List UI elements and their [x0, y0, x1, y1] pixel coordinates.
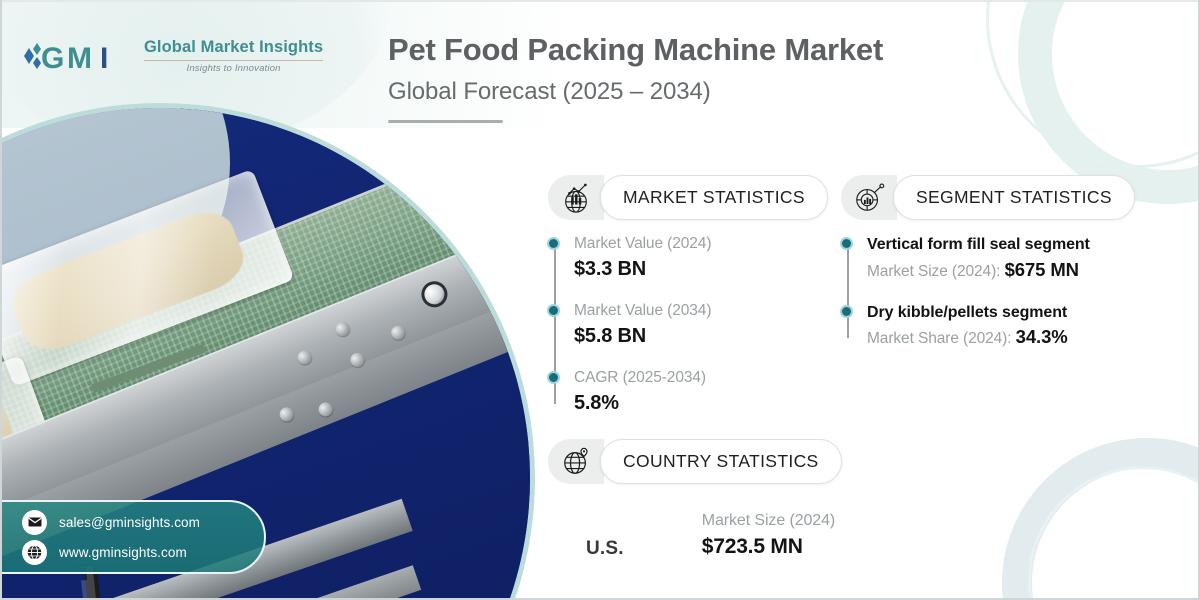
gmi-logo-mark: G M I [20, 36, 124, 76]
gmi-logo-tagline: Insights to Innovation [186, 62, 281, 74]
segment-statistics-label: SEGMENT STATISTICS [893, 175, 1135, 220]
page-title: Pet Food Packing Machine Market [388, 32, 884, 67]
segment-statistics-list: Vertical form fill seal segment Market S… [841, 234, 1135, 350]
decor-ring-bottom-right-thick [1002, 438, 1200, 600]
svg-text:M: M [67, 42, 92, 75]
market-stat-item: Market Value (2024) $3.3 BN [549, 234, 828, 282]
hero-image [0, 108, 530, 600]
segment-stat-metric-label: Market Size (2024): [867, 262, 1005, 280]
timeline-dot [549, 239, 558, 248]
segment-stat-value: 34.3% [1015, 326, 1068, 348]
segment-stat-metric: Market Share (2024): 34.3% [867, 325, 1135, 350]
segment-statistics-panel: SEGMENT STATISTICS Vertical form fill se… [841, 175, 1135, 350]
globe-pin-icon [548, 439, 604, 484]
market-stat-item: CAGR (2025-2034) 5.8% [549, 368, 828, 416]
gmi-logo-divider [144, 59, 324, 61]
timeline-dot [549, 372, 558, 382]
market-stat-label: CAGR (2025-2034) [574, 368, 706, 386]
country-stat-value: $723.5 MN [701, 534, 803, 558]
segment-stat-item: Vertical form fill seal segment Market S… [842, 234, 1135, 283]
market-stat-item: Market Value (2034) $5.8 BN [549, 301, 828, 349]
country-market-size: Market Size (2024) $723.5 MN [702, 510, 835, 560]
canvas-border-bottom [0, 598, 1200, 600]
pie-chart-target-icon [841, 175, 897, 220]
segment-stat-metric: Market Size (2024): $675 MN [867, 258, 1135, 283]
segment-stat-item: Dry kibble/pellets segment Market Share … [842, 302, 1135, 351]
market-stat-value: 5.8% [574, 391, 619, 414]
contact-website-row[interactable]: www.gminsights.com [22, 539, 264, 565]
gmi-logo-text: Global Market Insights Insights to Innov… [133, 38, 324, 74]
country-statistics-header: COUNTRY STATISTICS [548, 439, 842, 484]
segment-statistics-header: SEGMENT STATISTICS [841, 175, 1135, 220]
market-statistics-panel: MARKET STATISTICS Market Value (2024) $3… [548, 175, 828, 416]
timeline-dot [842, 239, 851, 248]
contact-email-text: sales@gminsights.com [59, 514, 201, 530]
country-statistics-row: U.S. Market Size (2024) $723.5 MN [548, 510, 842, 560]
segment-stat-title: Dry kibble/pellets segment [867, 303, 1068, 321]
country-statistics-label: COUNTRY STATISTICS [600, 439, 842, 484]
canvas-border-left [0, 0, 2, 600]
timeline-dot [549, 305, 558, 315]
globe-chart-icon [548, 175, 604, 220]
segment-stat-title: Vertical form fill seal segment [867, 236, 1090, 253]
canvas-border-top [0, 0, 1200, 2]
page-subtitle: Global Forecast (2025 – 2034) [388, 77, 711, 105]
timeline-line [847, 244, 849, 339]
market-stat-label: Market Value (2034) [574, 301, 712, 319]
gmi-logo[interactable]: G M I Global Market Insights Insights to… [20, 36, 324, 76]
timeline-dot [842, 306, 851, 316]
country-name: U.S. [586, 537, 624, 559]
canvas-border-right [1198, 0, 1200, 600]
contact-email-row[interactable]: sales@gminsights.com [22, 509, 264, 535]
market-stat-value: $3.3 BN [574, 257, 646, 280]
market-statistics-label: MARKET STATISTICS [600, 175, 828, 220]
market-stat-value: $5.8 BN [574, 324, 646, 347]
svg-text:I: I [100, 42, 108, 75]
segment-stat-metric-label: Market Share (2024): [867, 330, 1016, 348]
title-block: Pet Food Packing Machine Market Global F… [388, 32, 1028, 123]
country-statistics-panel: COUNTRY STATISTICS U.S. Market Size (202… [548, 439, 842, 560]
globe-icon [22, 539, 47, 565]
market-stat-label: Market Value (2024) [574, 235, 712, 252]
country-stat-label: Market Size (2024) [701, 512, 836, 529]
market-statistics-list: Market Value (2024) $3.3 BN Market Value… [548, 234, 828, 416]
svg-text:G: G [41, 42, 64, 75]
market-statistics-header: MARKET STATISTICS [548, 175, 828, 220]
timeline-line [554, 244, 556, 404]
contact-badge: sales@gminsights.com www.gminsights.com [0, 500, 266, 574]
envelope-icon [22, 509, 47, 535]
contact-website-text: www.gminsights.com [59, 544, 187, 560]
title-underline [388, 119, 503, 123]
hero-photo-content [0, 108, 530, 600]
gmi-logo-name: Global Market Insights [144, 38, 324, 57]
segment-stat-value: $675 MN [1004, 258, 1079, 280]
decor-ring-top-right-thick [1018, 0, 1200, 204]
decor-ring-bottom-right-thin [1028, 466, 1200, 600]
